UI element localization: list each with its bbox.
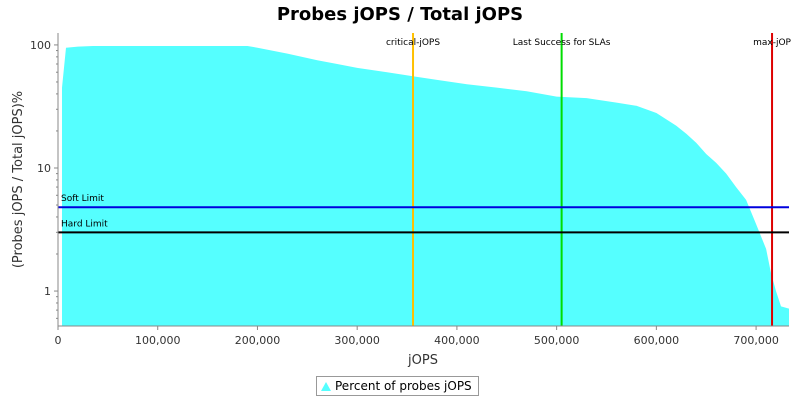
x-tick-label: 200,000 — [235, 334, 281, 347]
y-tick-label: 100 — [30, 39, 51, 52]
x-tick-label: 0 — [55, 334, 62, 347]
ref-label-last-success-for-slas: Last Success for SLAs — [513, 38, 611, 48]
x-tick-label: 300,000 — [334, 334, 380, 347]
x-tick-label: 500,000 — [534, 334, 580, 347]
ref-label-max-jop: max-jOP — [753, 38, 791, 48]
series-area — [62, 46, 789, 326]
x-tick-label: 100,000 — [135, 334, 181, 347]
x-axis-title: jOPS — [407, 353, 438, 368]
y-axis-ticks: 1 10 100 — [30, 39, 58, 319]
x-tick-label: 600,000 — [634, 334, 680, 347]
legend-series-swatch — [321, 381, 331, 391]
legend: Percent of probes jOPS — [316, 376, 479, 396]
chart-title: Probes jOPS / Total jOPS — [277, 4, 523, 25]
x-tick-label: 400,000 — [434, 334, 480, 347]
x-axis-ticks: 0 100,000 200,000 300,000 400,000 500,000 600,… — [55, 326, 779, 347]
legend-series-label: Percent of probes jOPS — [335, 379, 472, 393]
reference-lines: critical-jOPS Last Success for SLAs max-jO… — [58, 33, 792, 326]
y-tick-label: 1 — [44, 285, 51, 298]
ref-label-critical-jops: critical-jOPS — [386, 38, 440, 48]
y-tick-label: 10 — [37, 162, 51, 175]
x-tick-label: 700,000 — [733, 334, 779, 347]
ref-label-hard-limit: Hard Limit — [61, 219, 108, 229]
y-axis-title: (Probes jOPS / Total jOPS)% — [11, 91, 26, 268]
ref-label-soft-limit: Soft Limit — [61, 194, 104, 204]
